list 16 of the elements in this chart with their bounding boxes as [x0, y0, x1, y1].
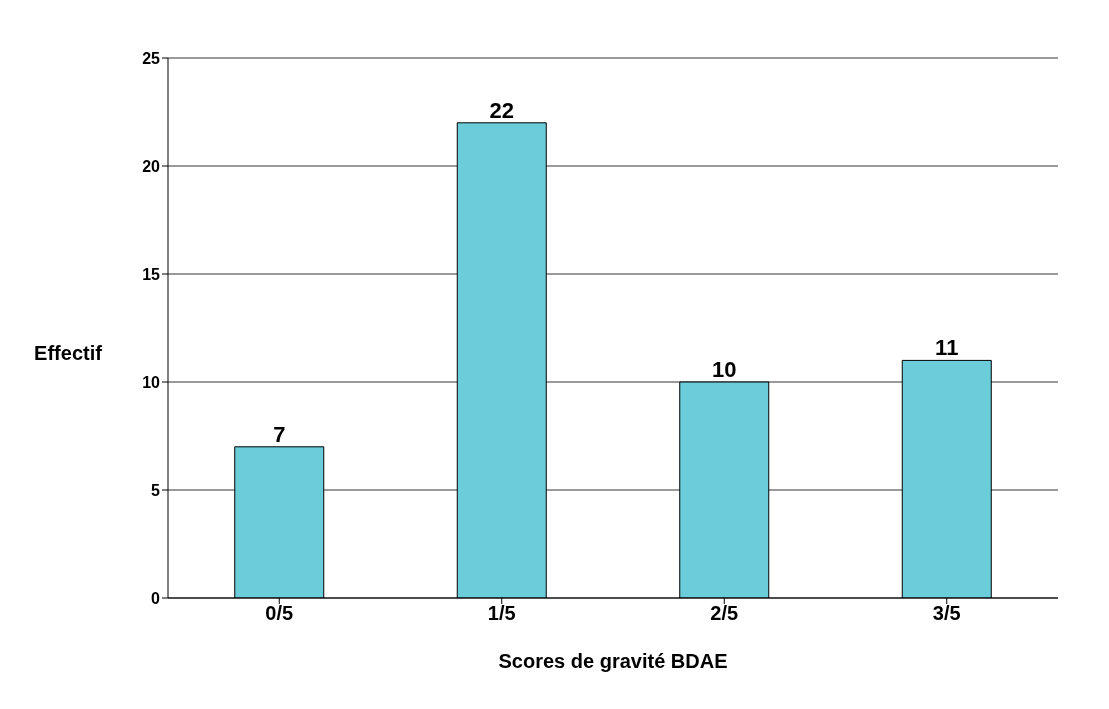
y-tick-label: 20	[142, 157, 161, 175]
data-label: 22	[489, 97, 514, 123]
y-tick-label: 5	[151, 481, 161, 499]
x-tick-label: 2/5	[710, 602, 739, 625]
x-tick-label: 1/5	[487, 602, 516, 625]
y-tick-label: 15	[142, 265, 161, 283]
y-tick-label: 0	[151, 589, 161, 607]
data-label: 10	[712, 357, 737, 382]
y-tick-label: 10	[142, 373, 161, 391]
y-axis-title: Effectif	[33, 341, 103, 365]
x-tick-label: 0/5	[265, 602, 294, 625]
data-label: 7	[273, 421, 286, 447]
x-axis-title: Scores de gravité BDAE	[498, 650, 728, 672]
y-tick-label: 25	[142, 49, 161, 67]
data-label: 11	[935, 335, 959, 361]
x-tick-label: 3/5	[932, 602, 961, 625]
